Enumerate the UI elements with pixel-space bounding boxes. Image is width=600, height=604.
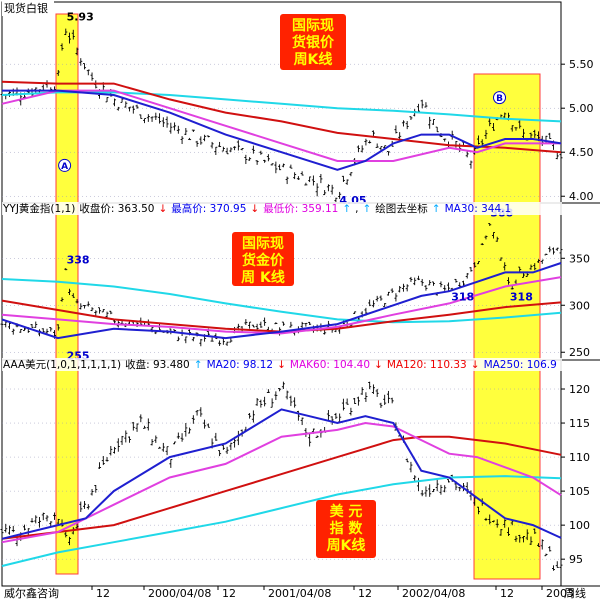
banner-line: 货金价 bbox=[241, 252, 285, 269]
info-text: MA250: 106.9 bbox=[484, 359, 557, 371]
banner-line: 指 数 bbox=[330, 520, 364, 537]
y-tick-label: 95 bbox=[569, 553, 583, 566]
marker-label: A bbox=[61, 162, 68, 172]
info-background bbox=[2, 358, 562, 371]
info-text: 收盘: 93.480 bbox=[125, 358, 190, 371]
x-axis-left-label: 威尔鑫咨询 bbox=[4, 586, 59, 600]
x-tick-label: 12 bbox=[96, 587, 110, 600]
chart-banner bbox=[280, 14, 346, 70]
y-tick-label: 250 bbox=[569, 346, 590, 359]
series-line-ma-magenta bbox=[1, 421, 562, 544]
y-tick-label: 115 bbox=[569, 417, 590, 430]
x-tick-label: 2000/04/08 bbox=[148, 587, 211, 600]
y-tick-label: 5.50 bbox=[569, 58, 594, 71]
info-text: 收盘价: 363.50 bbox=[79, 202, 154, 215]
highlight-band-b bbox=[473, 73, 541, 580]
info-text: MA30: 344.1 bbox=[445, 203, 512, 215]
chart-banner bbox=[232, 232, 294, 286]
x-tick-label: 2003 bbox=[546, 587, 574, 600]
series-line-ma-magenta bbox=[1, 89, 561, 162]
x-tick-label: 2002/04/08 bbox=[402, 587, 465, 600]
y-tick-label: 4.00 bbox=[569, 190, 594, 203]
info-text: ↓ bbox=[277, 359, 286, 371]
y-tick-label: 4.50 bbox=[569, 146, 594, 159]
info-text: MA120: 110.33 bbox=[387, 359, 467, 371]
marker-circle bbox=[58, 158, 72, 172]
banner-line: 周K线 bbox=[294, 51, 333, 68]
data-label: 318 bbox=[510, 290, 533, 303]
info-text: ↑ bbox=[194, 359, 203, 371]
y-tick-label: 110 bbox=[569, 451, 590, 464]
info-text: ↑ bbox=[362, 203, 371, 215]
info-text: YYJ黄金指(1,1) bbox=[2, 202, 75, 215]
info-text: ↑ bbox=[432, 203, 441, 215]
x-tick-label: 12 bbox=[222, 587, 236, 600]
series-line-ma-cyan bbox=[1, 91, 562, 123]
x-axis-right-label: 周线 bbox=[564, 586, 586, 600]
data-label: 318 bbox=[451, 290, 474, 303]
x-tick-label: 12 bbox=[358, 587, 372, 600]
info-background bbox=[2, 202, 562, 215]
y-tick-label: 100 bbox=[569, 519, 590, 532]
y-tick-label: 120 bbox=[569, 383, 590, 396]
y-tick-label: 5.00 bbox=[569, 102, 594, 115]
info-text: AAA美元(1,0,1,1,1,1,1) bbox=[3, 358, 121, 371]
series-line-ma-cyan bbox=[1, 475, 562, 567]
banner-line: 国际现 bbox=[292, 18, 334, 34]
x-tick-label: 12 bbox=[500, 587, 514, 600]
info-text: ↓ bbox=[374, 359, 383, 371]
marker-circle bbox=[493, 91, 507, 105]
info-text: MA20: 98.12 bbox=[207, 359, 274, 371]
data-label: 5.93 bbox=[67, 10, 94, 23]
info-text: ↓ bbox=[250, 203, 259, 215]
banner-line: 国际现 bbox=[242, 236, 284, 252]
info-text: 最高价: 370.95 bbox=[171, 202, 246, 215]
series-line-ma-red bbox=[1, 80, 562, 154]
info-text: ↑ bbox=[342, 203, 351, 215]
data-label: 338 bbox=[67, 254, 90, 267]
info-text: ↓ bbox=[471, 359, 480, 371]
y-tick-label: 300 bbox=[569, 299, 590, 312]
info-text: ↓ bbox=[158, 203, 167, 215]
chart-banner bbox=[316, 500, 376, 558]
title-background bbox=[2, 0, 54, 16]
y-tick-label: 105 bbox=[569, 485, 590, 498]
highlight-band-a bbox=[55, 13, 79, 575]
series-line-ma-cyan bbox=[1, 278, 562, 324]
series-line-ma-magenta bbox=[1, 276, 562, 335]
x-tick-label: 2001/04/08 bbox=[268, 587, 331, 600]
info-text: 最低价: 359.11 bbox=[263, 202, 338, 215]
chart-title: 现货白银 bbox=[4, 1, 48, 15]
y-tick-label: 350 bbox=[569, 252, 590, 265]
info-text: , bbox=[355, 203, 358, 215]
series-line-ma-red bbox=[1, 435, 562, 540]
banner-line: 周 K线 bbox=[241, 269, 285, 286]
banner-line: 周K线 bbox=[327, 537, 366, 554]
series-line-ma-blue bbox=[1, 262, 562, 340]
series-line-ma-blue bbox=[1, 408, 562, 540]
info-text: MAK60: 104.40 bbox=[290, 359, 370, 371]
banner-line: 货银价 bbox=[291, 34, 335, 51]
marker-label: B bbox=[496, 94, 503, 104]
banner-line: 美 元 bbox=[330, 503, 363, 520]
info-text: 绘图去坐标 bbox=[375, 202, 428, 215]
series-line-ma-blue bbox=[2, 89, 562, 171]
